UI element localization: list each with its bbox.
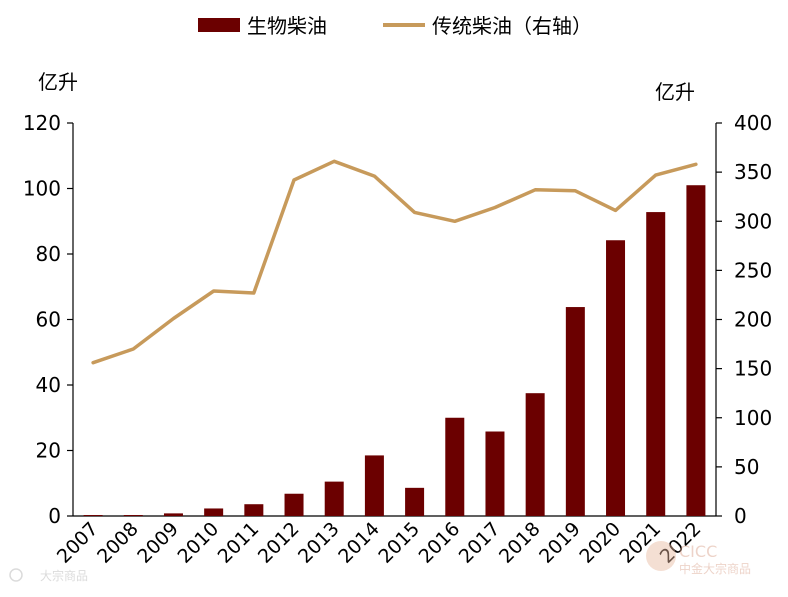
x-tick-label: 2016 — [415, 518, 465, 568]
watermark-left-icon — [10, 569, 22, 581]
right-tick-label: 100 — [734, 406, 772, 430]
bar-biodiesel — [285, 494, 304, 516]
right-tick-label: 0 — [734, 504, 747, 528]
bar-biodiesel — [365, 455, 384, 516]
bar-biodiesel — [405, 488, 424, 516]
x-tick-label: 2014 — [334, 518, 384, 568]
bar-biodiesel — [244, 504, 263, 516]
right-tick-label: 150 — [734, 357, 772, 381]
legend-label-biodiesel: 生物柴油 — [247, 14, 327, 38]
line-diesel — [93, 161, 696, 362]
watermark-cicc: CICC 中金大宗商品 — [646, 541, 751, 576]
x-tick-label: 2008 — [93, 518, 143, 568]
watermark-left: 大宗商品 — [10, 568, 88, 583]
right-tick-label: 250 — [734, 258, 772, 282]
right-axis-unit: 亿升 — [655, 80, 695, 104]
bar-biodiesel — [164, 513, 183, 516]
x-tick-label: 2009 — [133, 518, 183, 568]
x-tick-label: 2017 — [455, 518, 505, 568]
x-tick-label: 2015 — [374, 518, 424, 568]
x-tick-label: 2011 — [214, 518, 264, 568]
watermark-cicc-subtext: 中金大宗商品 — [679, 561, 751, 576]
diesel-line-series — [93, 161, 696, 362]
bar-biodiesel — [526, 393, 545, 516]
x-tick-label: 2019 — [535, 518, 585, 568]
x-tick-label: 2020 — [575, 518, 625, 568]
legend-label-diesel: 传统柴油（右轴） — [432, 14, 592, 38]
left-tick-label: 0 — [48, 504, 61, 528]
right-tick-label: 200 — [734, 308, 772, 332]
bar-biodiesel — [606, 240, 625, 516]
bar-biodiesel — [84, 515, 103, 516]
left-tick-label: 120 — [23, 111, 61, 135]
x-tick-label: 2018 — [495, 518, 545, 568]
x-tick-label: 2013 — [294, 518, 344, 568]
bar-biodiesel — [686, 185, 705, 516]
right-tick-label: 350 — [734, 160, 772, 184]
biodiesel-bars — [84, 185, 706, 516]
bar-biodiesel — [646, 212, 665, 516]
left-tick-label: 60 — [36, 308, 61, 332]
x-tick-label: 2012 — [254, 518, 304, 568]
cicc-logo-icon — [646, 541, 676, 571]
bar-biodiesel — [445, 418, 464, 516]
legend-swatch-biodiesel — [198, 18, 240, 32]
left-axis-unit: 亿升 — [38, 70, 78, 94]
watermark-left-text: 大宗商品 — [40, 568, 88, 583]
watermark-cicc-text: CICC — [679, 542, 717, 561]
left-tick-label: 80 — [36, 242, 61, 266]
left-tick-label: 20 — [36, 439, 61, 463]
x-tick-label: 2010 — [173, 518, 223, 568]
legend: 生物柴油 传统柴油（右轴） — [198, 14, 592, 38]
right-axis-ticks: 0 50 100 150 200 250 300 350 400 — [716, 111, 772, 528]
left-tick-label: 100 — [23, 177, 61, 201]
right-tick-label: 50 — [734, 455, 759, 479]
bar-biodiesel — [566, 307, 585, 516]
bar-biodiesel — [485, 432, 504, 516]
left-tick-label: 40 — [36, 373, 61, 397]
right-tick-label: 300 — [734, 209, 772, 233]
x-axis-labels: 2007200820092010201120122013201420152016… — [53, 518, 706, 568]
right-tick-label: 400 — [734, 111, 772, 135]
bar-biodiesel — [124, 515, 143, 516]
bar-biodiesel — [204, 508, 223, 516]
left-axis-ticks: 0 20 40 60 80 100 120 — [23, 111, 73, 528]
bar-biodiesel — [325, 482, 344, 516]
